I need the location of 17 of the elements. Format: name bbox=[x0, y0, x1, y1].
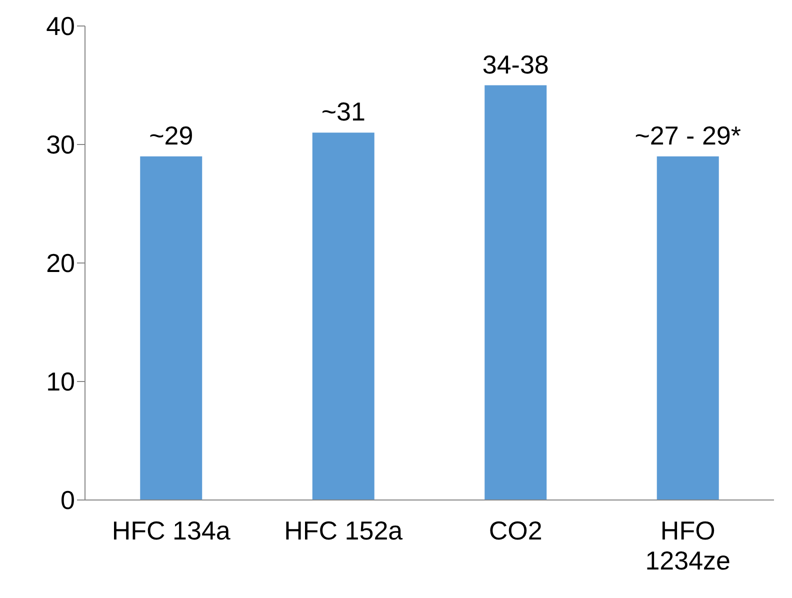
bar bbox=[140, 156, 202, 500]
y-tick-label: 0 bbox=[60, 485, 75, 516]
data-label: ~27 - 29* bbox=[634, 120, 741, 150]
data-label: ~31 bbox=[321, 96, 366, 127]
x-tick-label: HFO 1234ze bbox=[645, 515, 731, 576]
x-tick-label: CO2 bbox=[488, 515, 542, 546]
bar bbox=[484, 85, 547, 500]
x-tick-label: HFC 152a bbox=[284, 515, 404, 546]
y-tick-label: 30 bbox=[46, 130, 75, 160]
bar bbox=[312, 132, 374, 500]
data-label: ~29 bbox=[149, 120, 194, 150]
y-tick-label: 10 bbox=[46, 366, 75, 397]
data-label: 34-38 bbox=[482, 49, 549, 80]
y-tick-label: 40 bbox=[46, 11, 75, 42]
y-tick-label: 20 bbox=[46, 248, 75, 278]
bar bbox=[656, 156, 719, 500]
x-tick-label: HFC 134a bbox=[112, 515, 231, 546]
